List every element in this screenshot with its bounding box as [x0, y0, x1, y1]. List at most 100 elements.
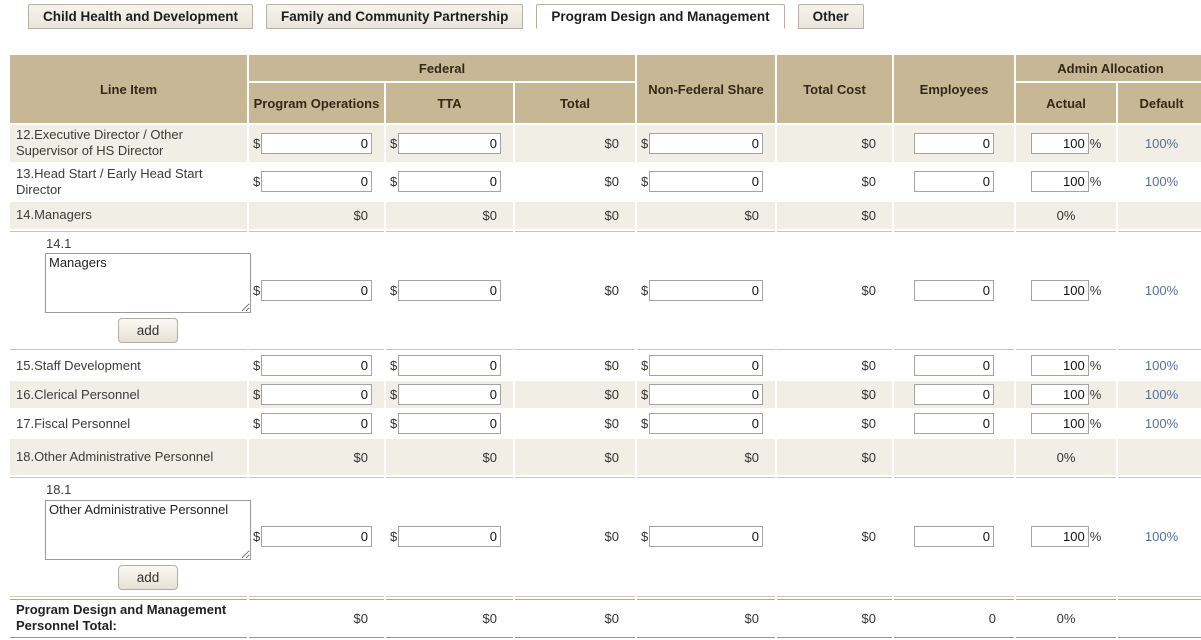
dollar-sign: $ — [390, 529, 398, 545]
non-federal-share-cell: $ — [637, 352, 775, 379]
employees-input[interactable] — [914, 526, 994, 548]
federal-total-value: $0 — [515, 202, 635, 229]
program-operations-input[interactable] — [261, 132, 372, 154]
table-row-18-1: 18.1 Other Administrative Personnel add … — [10, 477, 1201, 597]
program-operations-input[interactable] — [261, 355, 372, 377]
employees-input[interactable] — [914, 384, 994, 406]
dollar-sign: $ — [390, 174, 398, 190]
admin-default-link[interactable]: 100% — [1144, 529, 1179, 545]
header-tta: TTA — [386, 83, 513, 123]
add-button[interactable]: add — [117, 564, 179, 590]
program-operations-input[interactable] — [261, 280, 372, 302]
non-federal-share-input[interactable] — [649, 526, 763, 548]
non-federal-share-total: $0 — [637, 598, 775, 638]
percent-sign: % — [1089, 416, 1102, 432]
admin-actual-cell: % — [1016, 231, 1116, 351]
header-admin-actual: Actual — [1016, 83, 1116, 123]
employees-input[interactable] — [914, 132, 994, 154]
admin-actual-value: 0% — [1016, 439, 1116, 476]
employees-input[interactable] — [914, 355, 994, 377]
percent-sign: % — [1089, 174, 1102, 190]
sub-item-name-textarea[interactable]: Other Administrative Personnel — [45, 499, 251, 560]
sub-item-name-textarea[interactable]: Managers — [45, 253, 251, 314]
tta-input[interactable] — [398, 355, 501, 377]
non-federal-share-cell: $ — [637, 164, 775, 201]
non-federal-share-input[interactable] — [649, 280, 763, 302]
admin-default-link[interactable]: 100% — [1144, 283, 1179, 299]
total-cost-value: $0 — [777, 125, 892, 162]
total-cost-value: $0 — [777, 477, 892, 597]
non-federal-share-input[interactable] — [649, 132, 763, 154]
dollar-sign: $ — [390, 283, 398, 299]
admin-default-cell: 100% — [1118, 352, 1201, 379]
admin-default-link[interactable]: 100% — [1144, 135, 1179, 151]
admin-actual-input[interactable] — [1030, 355, 1089, 377]
admin-actual-input[interactable] — [1030, 413, 1089, 435]
line-item-label: 14.Managers — [10, 202, 247, 229]
non-federal-share-input[interactable] — [649, 355, 763, 377]
table-row-14-summary: 14.Managers $0 $0 $0 $0 $0 0% — [10, 202, 1201, 229]
program-operations-input[interactable] — [261, 384, 372, 406]
line-item-label: 12.Executive Director / Other Supervisor… — [10, 125, 247, 162]
federal-total-value: $0 — [604, 416, 619, 432]
tab-family-and-community-partnership[interactable]: Family and Community Partnership — [266, 4, 524, 29]
total-cost-value: $0 — [777, 231, 892, 351]
dollar-sign: $ — [253, 135, 261, 151]
admin-actual-input[interactable] — [1030, 384, 1089, 406]
program-operations-cell: $ — [249, 477, 384, 597]
add-button[interactable]: add — [117, 318, 179, 344]
tta-input[interactable] — [398, 526, 501, 548]
admin-actual-cell: % — [1016, 164, 1116, 201]
employees-cell — [894, 439, 1014, 476]
admin-default-link[interactable]: 100% — [1144, 416, 1179, 432]
non-federal-share-cell: $ — [637, 231, 775, 351]
percent-sign: % — [1089, 529, 1102, 545]
dollar-sign: $ — [253, 416, 261, 432]
federal-total-value: $0 — [515, 125, 635, 162]
admin-actual-input[interactable] — [1030, 280, 1089, 302]
admin-default-link[interactable]: 100% — [1144, 387, 1179, 403]
dollar-sign: $ — [641, 387, 649, 403]
employees-input[interactable] — [914, 280, 994, 302]
admin-default-link[interactable]: 100% — [1144, 358, 1179, 374]
admin-default-link[interactable]: 100% — [1144, 174, 1179, 190]
percent-sign: % — [1089, 387, 1102, 403]
dollar-sign: $ — [641, 174, 649, 190]
program-operations-cell: $ — [249, 125, 384, 162]
employees-input[interactable] — [914, 171, 994, 193]
employees-cell — [894, 164, 1014, 201]
tta-input[interactable] — [398, 171, 501, 193]
program-operations-value: $0 — [249, 202, 384, 229]
non-federal-share-input[interactable] — [649, 171, 763, 193]
program-operations-input[interactable] — [261, 413, 372, 435]
sub-line-item-cell: 14.1 Managers add — [10, 231, 251, 351]
tta-input[interactable] — [398, 132, 501, 154]
admin-actual-input[interactable] — [1030, 132, 1089, 154]
tab-other[interactable]: Other — [797, 4, 864, 29]
dollar-sign: $ — [390, 387, 398, 403]
program-operations-input[interactable] — [261, 526, 372, 548]
non-federal-share-cell: $ — [637, 381, 775, 409]
total-cost-value: $0 — [861, 174, 876, 190]
header-employees: Employees — [894, 55, 1014, 123]
admin-actual-input[interactable] — [1030, 526, 1089, 548]
employees-input[interactable] — [914, 413, 994, 435]
federal-total-value: $0 — [515, 381, 635, 409]
federal-total-value: $0 — [515, 477, 635, 597]
admin-actual-cell: % — [1016, 410, 1116, 437]
program-operations-input[interactable] — [261, 171, 372, 193]
tab-program-design-and-management[interactable]: Program Design and Management — [536, 4, 785, 29]
tta-input[interactable] — [398, 280, 501, 302]
non-federal-share-input[interactable] — [649, 384, 763, 406]
non-federal-share-input[interactable] — [649, 413, 763, 435]
admin-actual-input[interactable] — [1030, 171, 1089, 193]
tab-child-health-and-development[interactable]: Child Health and Development — [28, 4, 254, 29]
employees-cell — [894, 477, 1014, 597]
header-admin-default: Default — [1118, 83, 1201, 123]
tta-input[interactable] — [398, 384, 501, 406]
admin-actual-cell: % — [1016, 381, 1116, 409]
percent-sign: % — [1089, 283, 1102, 299]
non-federal-share-cell: $ — [637, 125, 775, 162]
program-operations-cell: $ — [249, 352, 384, 379]
tta-input[interactable] — [398, 413, 501, 435]
